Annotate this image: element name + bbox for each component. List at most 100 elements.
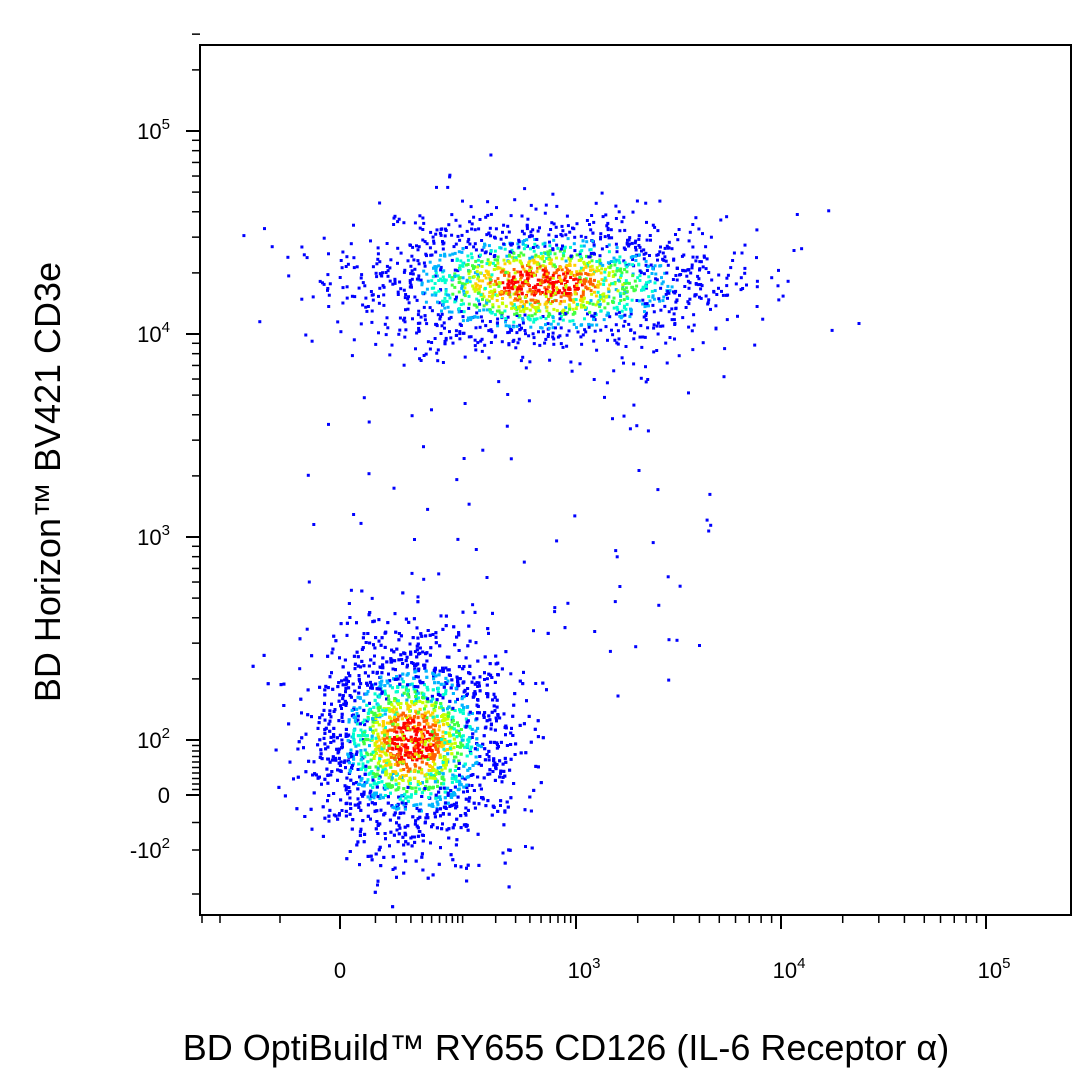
event-dot [421, 868, 425, 872]
event-dot [437, 264, 441, 268]
event-dot [440, 827, 444, 831]
event-dot [539, 292, 542, 296]
event-dot [540, 280, 544, 284]
event-dot [558, 317, 562, 321]
event-dot [554, 256, 558, 260]
event-dot [541, 242, 545, 246]
event-dot [375, 820, 379, 823]
event-dot [521, 355, 525, 359]
event-dot [418, 646, 422, 650]
event-dot [556, 335, 560, 339]
event-dot [467, 624, 471, 628]
event-dot [709, 307, 712, 311]
event-dot [630, 241, 634, 245]
event-dot [449, 853, 453, 857]
event-dot [495, 267, 499, 271]
event-dot [557, 279, 561, 283]
event-dot [521, 284, 525, 288]
event-dot [397, 714, 401, 718]
event-dot [345, 621, 349, 625]
event-dot [676, 238, 680, 242]
event-dot [598, 282, 602, 286]
event-dot [509, 214, 513, 218]
event-dot [526, 283, 530, 286]
event-dot [433, 291, 437, 295]
event-dot [441, 247, 445, 251]
event-dot [588, 223, 591, 226]
event-dot [690, 263, 694, 267]
event-dot [591, 239, 595, 243]
event-dot [568, 257, 572, 261]
event-dot [670, 307, 674, 311]
event-dot [531, 271, 535, 275]
event-dot [547, 326, 551, 330]
event-dot [523, 239, 526, 242]
event-dot [556, 322, 560, 326]
event-dot [488, 320, 492, 323]
event-dot [590, 292, 594, 296]
event-dot [566, 237, 570, 241]
event-dot [466, 263, 470, 266]
event-dot [559, 326, 563, 330]
event-dot [476, 258, 480, 262]
event-dot [616, 278, 620, 282]
event-dot [755, 228, 759, 232]
event-dot [525, 227, 529, 231]
event-dot [663, 271, 667, 275]
event-dot [564, 270, 568, 274]
event-dot [508, 295, 512, 299]
event-dot [581, 266, 585, 270]
event-dot [402, 852, 406, 856]
event-dot [620, 309, 624, 313]
event-dot [542, 259, 546, 263]
event-dot [691, 255, 695, 259]
event-dot [416, 691, 420, 695]
event-dot [450, 258, 454, 262]
event-dot [709, 235, 713, 239]
event-dot [622, 215, 626, 219]
event-dot [491, 303, 495, 307]
event-dot [617, 268, 621, 272]
event-dot [649, 238, 652, 242]
event-dot [444, 790, 448, 794]
event-dot [605, 313, 609, 317]
event-dot [321, 805, 325, 809]
event-dot [417, 329, 421, 333]
event-dot [546, 285, 550, 289]
event-dot [507, 230, 511, 234]
event-dot [379, 754, 383, 758]
event-dot [658, 299, 662, 303]
event-dot [675, 266, 679, 270]
event-dot [453, 274, 457, 278]
event-dot [553, 291, 557, 295]
event-dot [626, 297, 630, 300]
event-dot [383, 787, 387, 791]
event-dot [474, 282, 478, 286]
event-dot [431, 760, 435, 763]
event-dot [559, 266, 563, 269]
event-dot [655, 324, 659, 328]
event-dot [501, 297, 504, 300]
event-dot [460, 250, 464, 254]
event-dot [699, 296, 703, 300]
event-dot [587, 280, 591, 284]
event-dot [388, 818, 392, 822]
event-dot [386, 786, 389, 790]
event-dot [409, 735, 413, 739]
event-dot [581, 239, 585, 243]
event-dot [397, 749, 401, 753]
event-dot [381, 666, 385, 670]
event-dot [478, 309, 482, 313]
event-dot [565, 214, 569, 218]
event-dot [605, 245, 609, 248]
event-dot [620, 220, 624, 224]
event-dot [405, 762, 408, 766]
event-dot [377, 618, 381, 622]
event-dot [440, 309, 443, 313]
event-dot [409, 283, 413, 287]
event-dot [506, 224, 510, 228]
event-dot [666, 296, 669, 300]
event-dot [376, 761, 380, 765]
event-dot [593, 285, 597, 289]
event-dot [564, 312, 568, 316]
